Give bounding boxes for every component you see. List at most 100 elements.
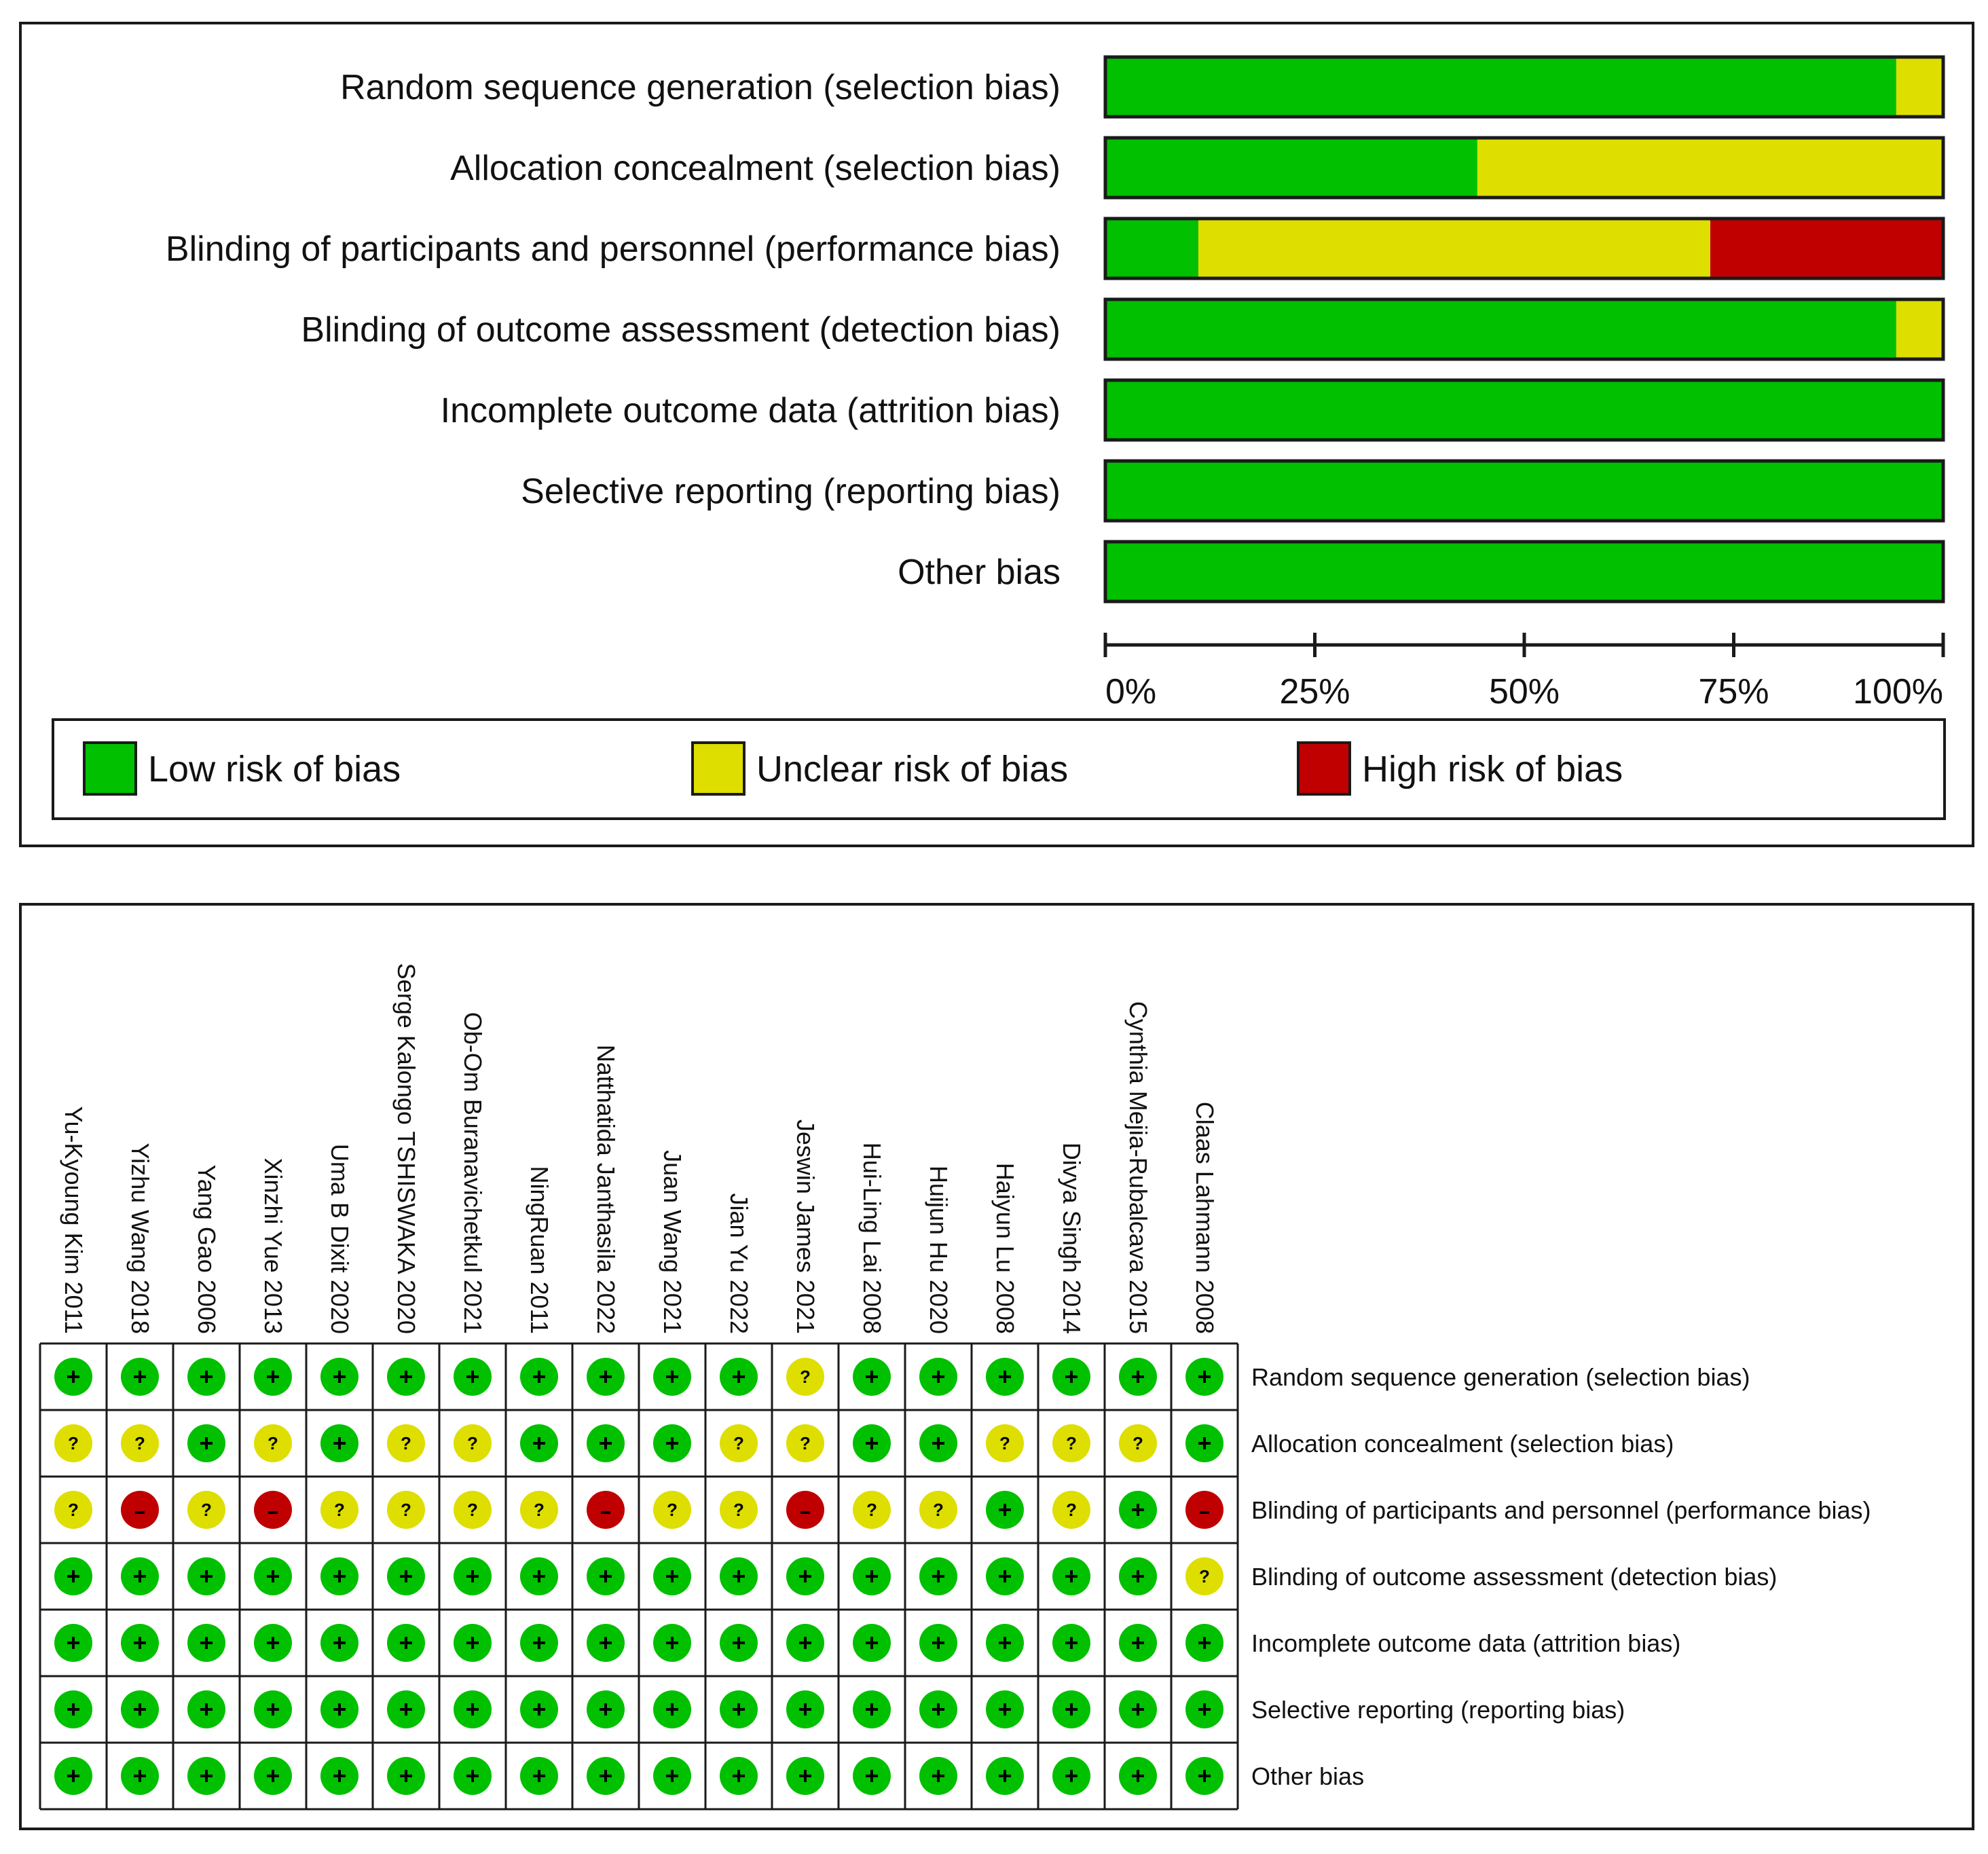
risk-of-bias-bar-chart: Random sequence generation (selection bi… — [52, 55, 1946, 820]
judgement-unclear-marker — [454, 1424, 492, 1462]
bar-outline — [1103, 297, 1945, 361]
study-label: Juan Wang 2021 — [659, 1150, 686, 1334]
study-label: Serge Kalongo TSHISWAKA 2020 — [392, 963, 420, 1334]
question-icon: ? — [134, 1433, 145, 1453]
bar-segment-low — [1105, 138, 1477, 198]
question-icon: ? — [733, 1433, 744, 1453]
judgement-unclear-marker — [1052, 1491, 1090, 1529]
question-icon: ? — [334, 1500, 345, 1520]
bar-category-label: Other bias — [898, 553, 1061, 592]
question-icon: ? — [1199, 1566, 1210, 1587]
domain-label: Allocation concealment (selection bias) — [1251, 1430, 1674, 1458]
study-label: Haiyun Lu 2008 — [991, 1163, 1019, 1334]
bar-segment-low — [1105, 380, 1943, 440]
bar-segment-low — [1105, 461, 1943, 521]
bar-outline — [1103, 217, 1945, 280]
x-tick-label: 0% — [1105, 672, 1156, 711]
bar-segment-low — [1105, 57, 1896, 117]
study-label: Cynthia Mejia-Rubalcava 2015 — [1124, 1001, 1152, 1334]
legend-label: High risk of bias — [1362, 749, 1623, 790]
domain-label: Blinding of participants and personnel (… — [1251, 1496, 1871, 1524]
study-label: Natthatida Janthasila 2022 — [592, 1045, 620, 1334]
x-tick-label: 100% — [1853, 672, 1943, 711]
question-icon: ? — [999, 1433, 1010, 1453]
bar-segment-unclear — [1896, 57, 1943, 117]
question-icon: ? — [1133, 1433, 1143, 1453]
question-icon: ? — [401, 1433, 411, 1453]
judgement-unclear-marker — [919, 1491, 957, 1529]
legend-box — [52, 718, 1946, 820]
question-icon: ? — [467, 1500, 478, 1520]
bar-outline — [1103, 459, 1945, 523]
question-icon: ? — [268, 1433, 278, 1453]
study-label: Hui-Ling Lai 2008 — [858, 1143, 886, 1334]
judgement-unclear-marker — [986, 1424, 1024, 1462]
judgement-unclear-marker — [454, 1491, 492, 1529]
judgement-unclear-marker — [720, 1491, 758, 1529]
judgement-unclear-marker — [254, 1424, 292, 1462]
judgement-high-marker — [786, 1491, 824, 1529]
judgement-unclear-marker — [1185, 1557, 1223, 1595]
study-label: Ob-Om Buranavichetkul 2021 — [459, 1012, 487, 1334]
question-icon: ? — [933, 1500, 944, 1520]
risk-of-bias-summary-grid: Yu-Kyoung Kim 2011 Yizhu Wang 2018 Yang Ga… — [39, 963, 1871, 1811]
judgement-unclear-marker — [1119, 1424, 1157, 1462]
question-icon: ? — [68, 1433, 79, 1453]
question-icon: ? — [534, 1500, 545, 1520]
risk-of-bias-summary-panel: Yu-Kyoung Kim 2011 Yizhu Wang 2018 Yang Ga… — [19, 903, 1974, 1830]
study-label: Yang Gao 2006 — [193, 1164, 221, 1334]
bar-outline — [1103, 540, 1945, 604]
study-label: NingRuan 2011 — [526, 1166, 553, 1334]
bar-outline — [1103, 55, 1945, 119]
bar-outline — [1103, 136, 1945, 200]
question-icon: ? — [800, 1367, 811, 1387]
domain-label: Selective reporting (reporting bias) — [1251, 1696, 1625, 1724]
bar-segment-unclear — [1477, 138, 1943, 198]
judgement-high-marker — [1185, 1491, 1223, 1529]
judgement-high-marker — [254, 1491, 292, 1529]
bar-category-label: Blinding of participants and personnel (… — [166, 229, 1061, 269]
judgement-unclear-marker — [520, 1491, 558, 1529]
judgement-unclear-marker — [653, 1491, 691, 1529]
domain-label: Incomplete outcome data (attrition bias) — [1251, 1629, 1680, 1657]
question-icon: ? — [733, 1500, 744, 1520]
question-icon: ? — [866, 1500, 877, 1520]
legend-swatch-unclear — [691, 741, 746, 796]
judgement-unclear-marker — [853, 1491, 891, 1529]
bar-category-label: Blinding of outcome assessment (detectio… — [301, 310, 1061, 350]
study-label: Divya Singh 2014 — [1058, 1143, 1086, 1334]
question-icon: ? — [467, 1433, 478, 1453]
study-label: Uma B Dixit 2020 — [326, 1144, 354, 1334]
judgement-unclear-marker — [720, 1424, 758, 1462]
judgement-unclear-marker — [54, 1424, 92, 1462]
question-icon: ? — [68, 1500, 79, 1520]
bar-category-label: Allocation concealment (selection bias) — [450, 149, 1061, 188]
bar-category-label: Incomplete outcome data (attrition bias) — [441, 391, 1061, 430]
judgement-unclear-marker — [387, 1491, 425, 1529]
study-label: Claas Lahmann 2008 — [1191, 1102, 1219, 1334]
judgement-high-marker — [587, 1491, 625, 1529]
judgement-unclear-marker — [786, 1424, 824, 1462]
judgement-high-marker — [121, 1491, 159, 1529]
study-label: Jeswin James 2021 — [792, 1119, 820, 1334]
judgement-unclear-marker — [320, 1491, 358, 1529]
x-tick-label: 75% — [1698, 672, 1769, 711]
bar-category-label: Random sequence generation (selection bi… — [340, 68, 1061, 107]
question-icon: ? — [667, 1500, 678, 1520]
domain-label: Blinding of outcome assessment (detectio… — [1251, 1563, 1777, 1591]
bar-segment-unclear — [1198, 219, 1710, 278]
judgement-unclear-marker — [54, 1491, 92, 1529]
study-label: Yizhu Wang 2018 — [126, 1143, 154, 1334]
domain-label: Other bias — [1251, 1762, 1364, 1790]
bar-outline — [1103, 378, 1945, 442]
judgement-unclear-marker — [121, 1424, 159, 1462]
x-tick-label: 25% — [1279, 672, 1350, 711]
bar-segment-unclear — [1896, 299, 1943, 359]
question-icon: ? — [1066, 1500, 1077, 1520]
study-label: Jian Yu 2022 — [725, 1193, 753, 1334]
study-label: Huijun Hu 2020 — [925, 1166, 953, 1334]
bar-segment-low — [1105, 219, 1198, 278]
bar-segment-low — [1105, 542, 1943, 601]
legend-label: Low risk of bias — [148, 749, 401, 790]
question-icon: ? — [201, 1500, 212, 1520]
